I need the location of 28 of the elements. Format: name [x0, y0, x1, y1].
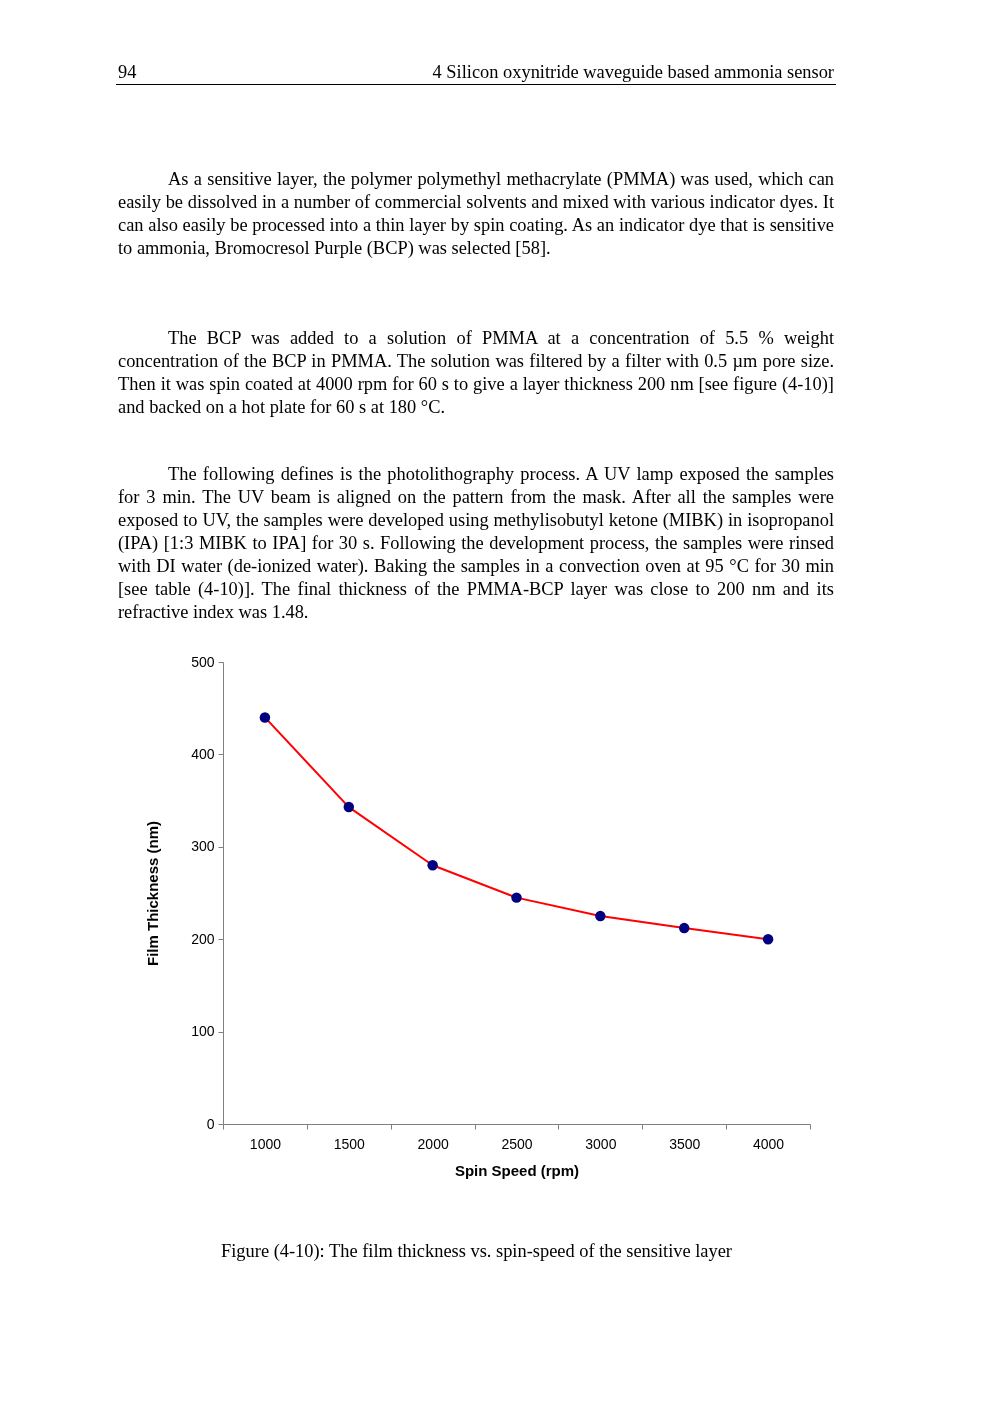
x-tick-label: 2500 [501, 1135, 533, 1152]
x-axis-title: Spin Speed (rpm) [454, 1161, 580, 1179]
y-tick-label: 200 [191, 930, 215, 947]
text: Figure (4-10): The film thickness vs. spin-speed of the sensitive layer [220, 1240, 733, 1263]
x-tick-label: 1500 [333, 1135, 366, 1152]
y-tick-label: 400 [191, 745, 215, 762]
text: 4 Silicon oxynitride waveguide based ammonia sensor [432, 61, 834, 84]
point [427, 860, 438, 871]
text: The following defines is the photolithography process. A UV lamp exposed the samples for 3 min. The UV beam is aligned on the pattern from the mask. After all the samples were exposed to UV, the samples were developed using methylisobutyl ketone (MIBK) in isopropanol (IPA) [1:3 MIBK to IPA] for 30 s. Following the development process, the samples were rinsed with DI water (de-ionized water). Baking the samples in a convection oven at 95 °C for 30 min [see table (4-10)]. The final thickness of the PMMA-BCP layer was close to 200 nm and its refractive index was 1.48. [118, 463, 834, 624]
x-tick-label: 2000 [417, 1135, 449, 1152]
y-tick-label: 100 [191, 1023, 215, 1040]
x-tick-label: 4000 [752, 1135, 785, 1152]
point [259, 712, 271, 723]
x-tick-label: 1000 [249, 1135, 282, 1152]
y-tick-label: 300 [191, 838, 215, 855]
point [762, 933, 774, 945]
point [343, 801, 355, 813]
y-tick-label: 500 [191, 653, 215, 670]
text: 94 [118, 61, 137, 84]
text: The BCP was added to a solution of PMMA at a concentration of 5.5 % weight concentration of the BCP in PMMA. The solution was filtered by a filter with 0.5 µm pore size. Then it was spin coated at 4000 rpm for 60 s to give a layer thickness 200 nm [see figure (4-10)] and backed on a hot plate for 60 s at 180 °C. [118, 327, 834, 419]
point [678, 922, 690, 934]
point [511, 892, 522, 903]
y-tick-label: 0 [206, 1115, 215, 1132]
point [595, 910, 606, 922]
x-tick-label: 3500 [669, 1135, 701, 1152]
text: As a sensitive layer, the polymer polymethyl methacrylate (PMMA) was used, which can easily be dissolved in a number of commercial solvents and mixed with various indicator dyes. It can also easily be processed into a thin layer by spin coating. As an indicator dye that is sensitive to ammonia, Bromocresol Purple (BCP) was selected [58]. [118, 168, 834, 260]
x-tick-label: 3000 [585, 1135, 617, 1152]
y-axis-title: Film Thickness (nm) [144, 820, 162, 967]
